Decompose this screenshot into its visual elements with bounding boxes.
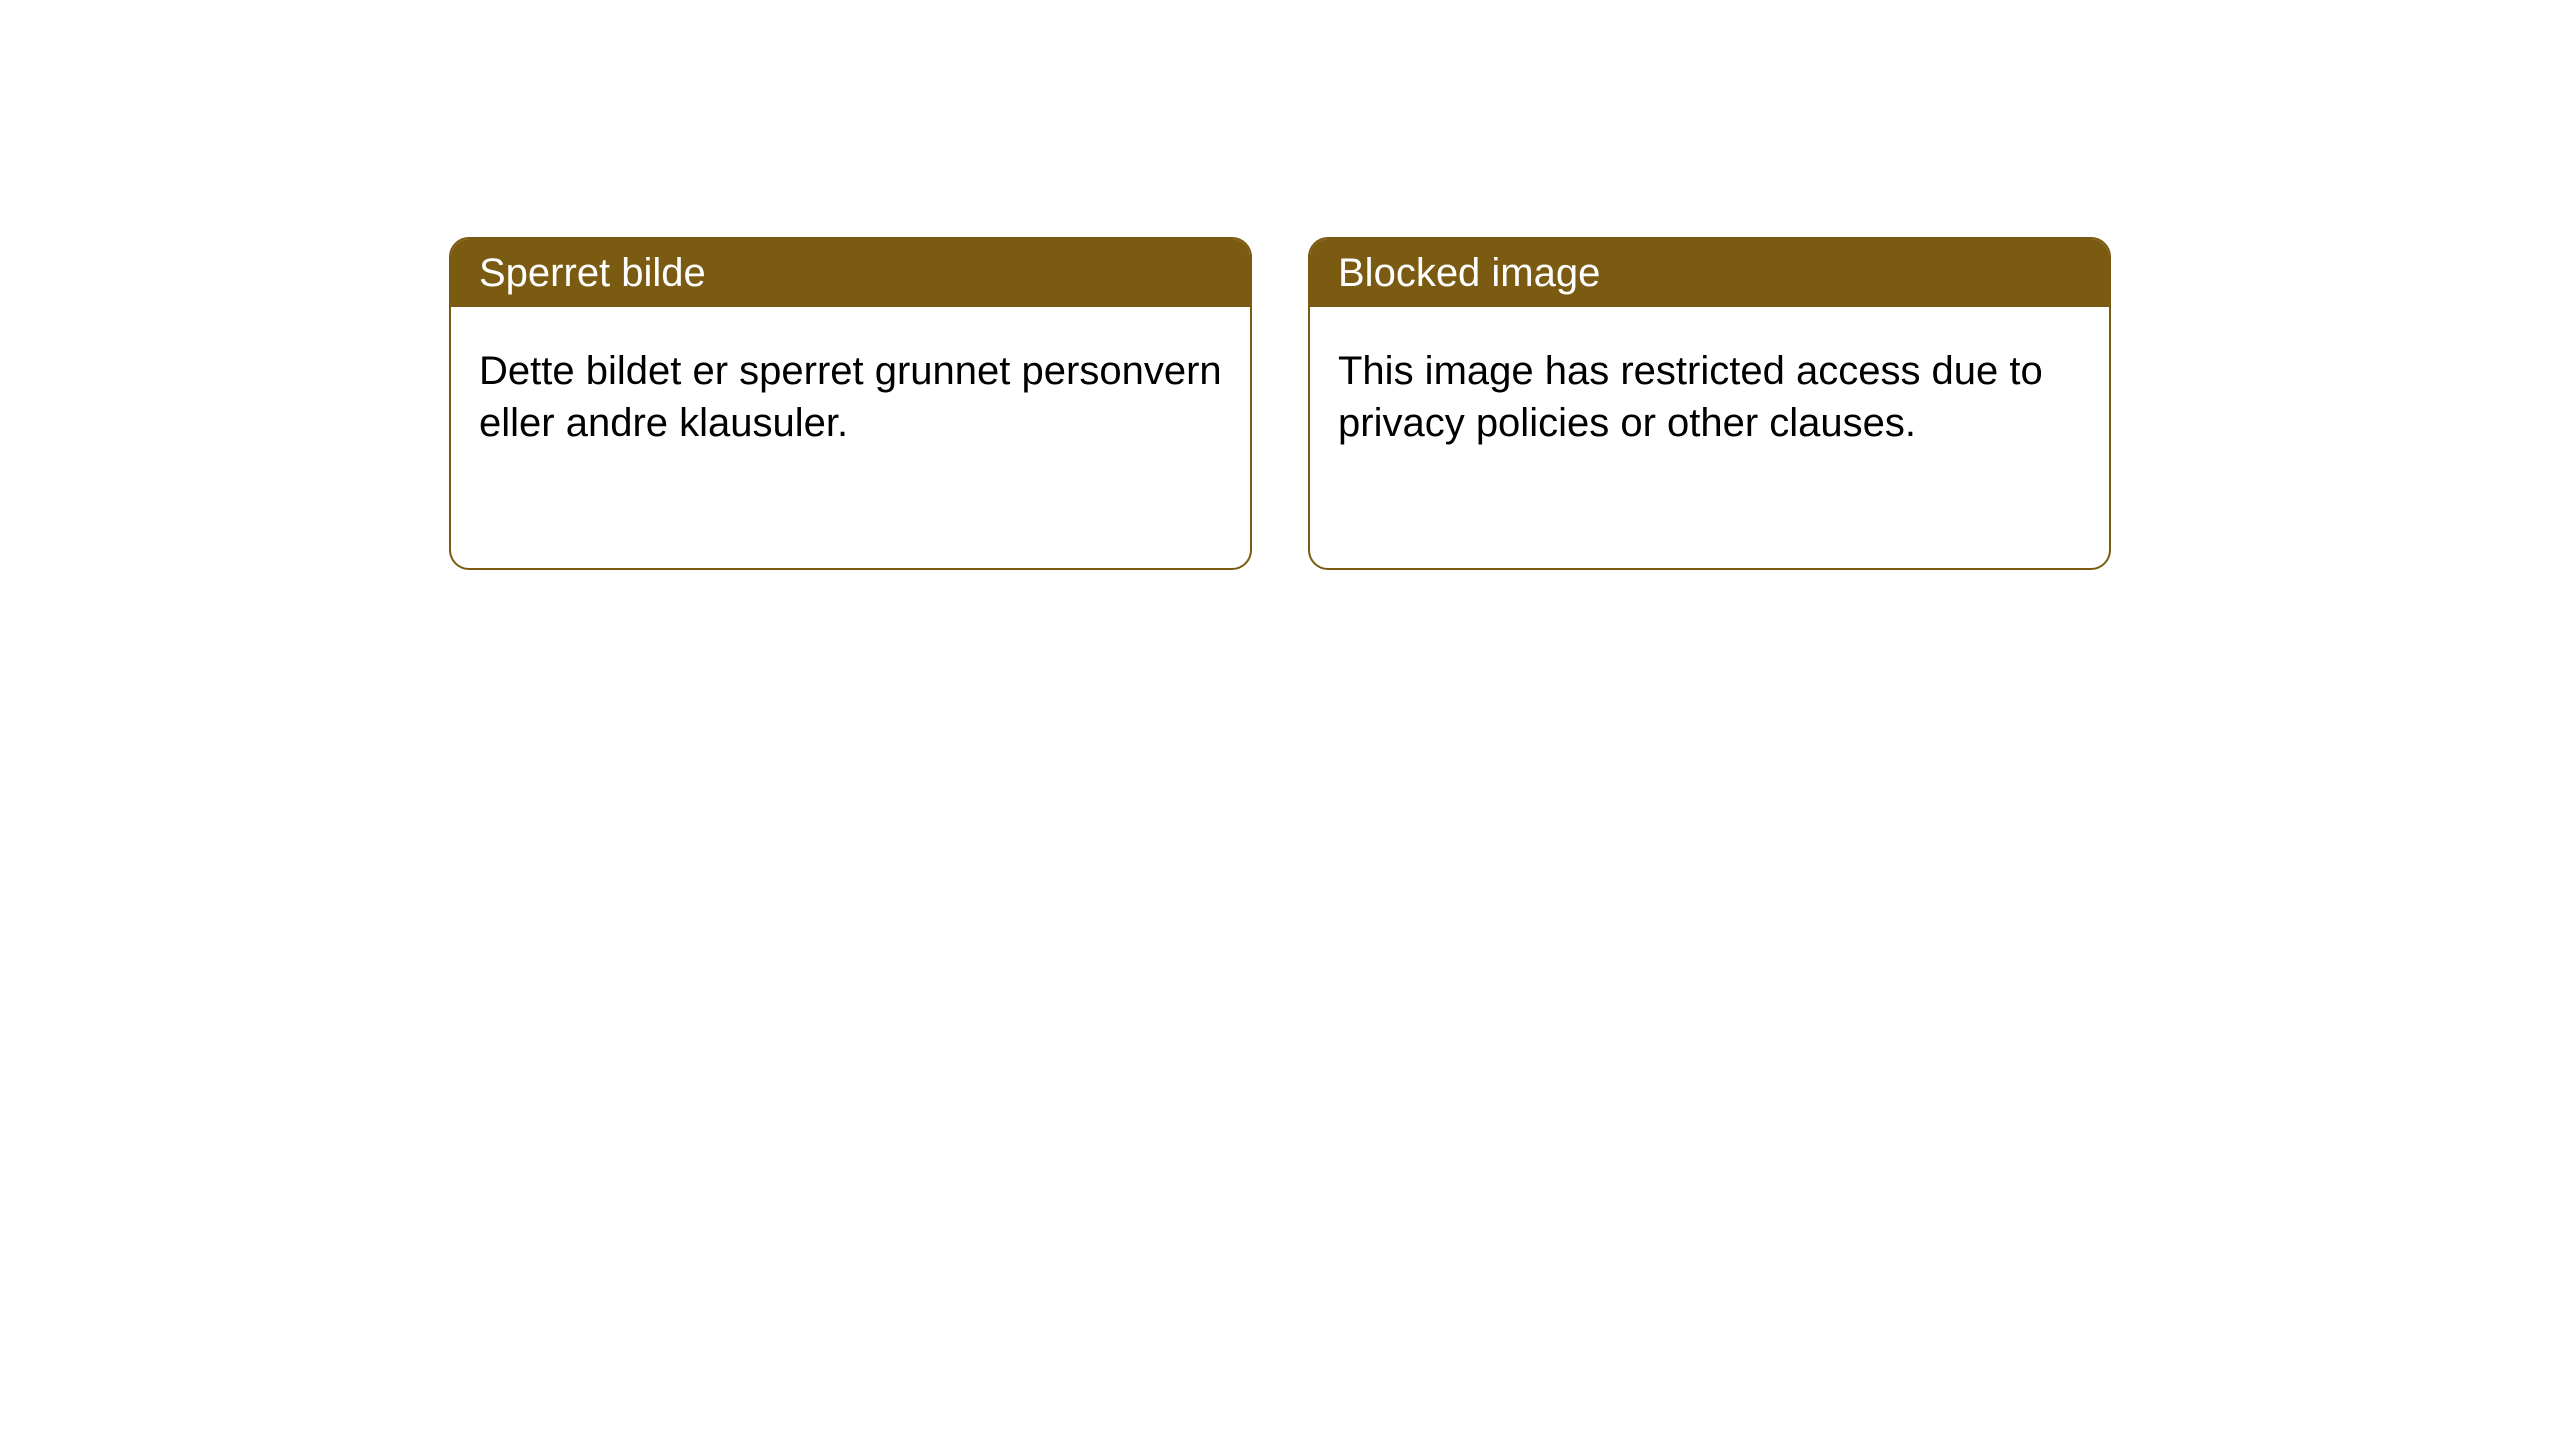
notice-title: Sperret bilde (451, 239, 1250, 307)
notice-body: Dette bildet er sperret grunnet personve… (451, 307, 1250, 487)
notice-title: Blocked image (1310, 239, 2109, 307)
notice-card-norwegian: Sperret bilde Dette bildet er sperret gr… (449, 237, 1252, 570)
notice-body: This image has restricted access due to … (1310, 307, 2109, 487)
notice-container: Sperret bilde Dette bildet er sperret gr… (0, 0, 2560, 570)
notice-card-english: Blocked image This image has restricted … (1308, 237, 2111, 570)
